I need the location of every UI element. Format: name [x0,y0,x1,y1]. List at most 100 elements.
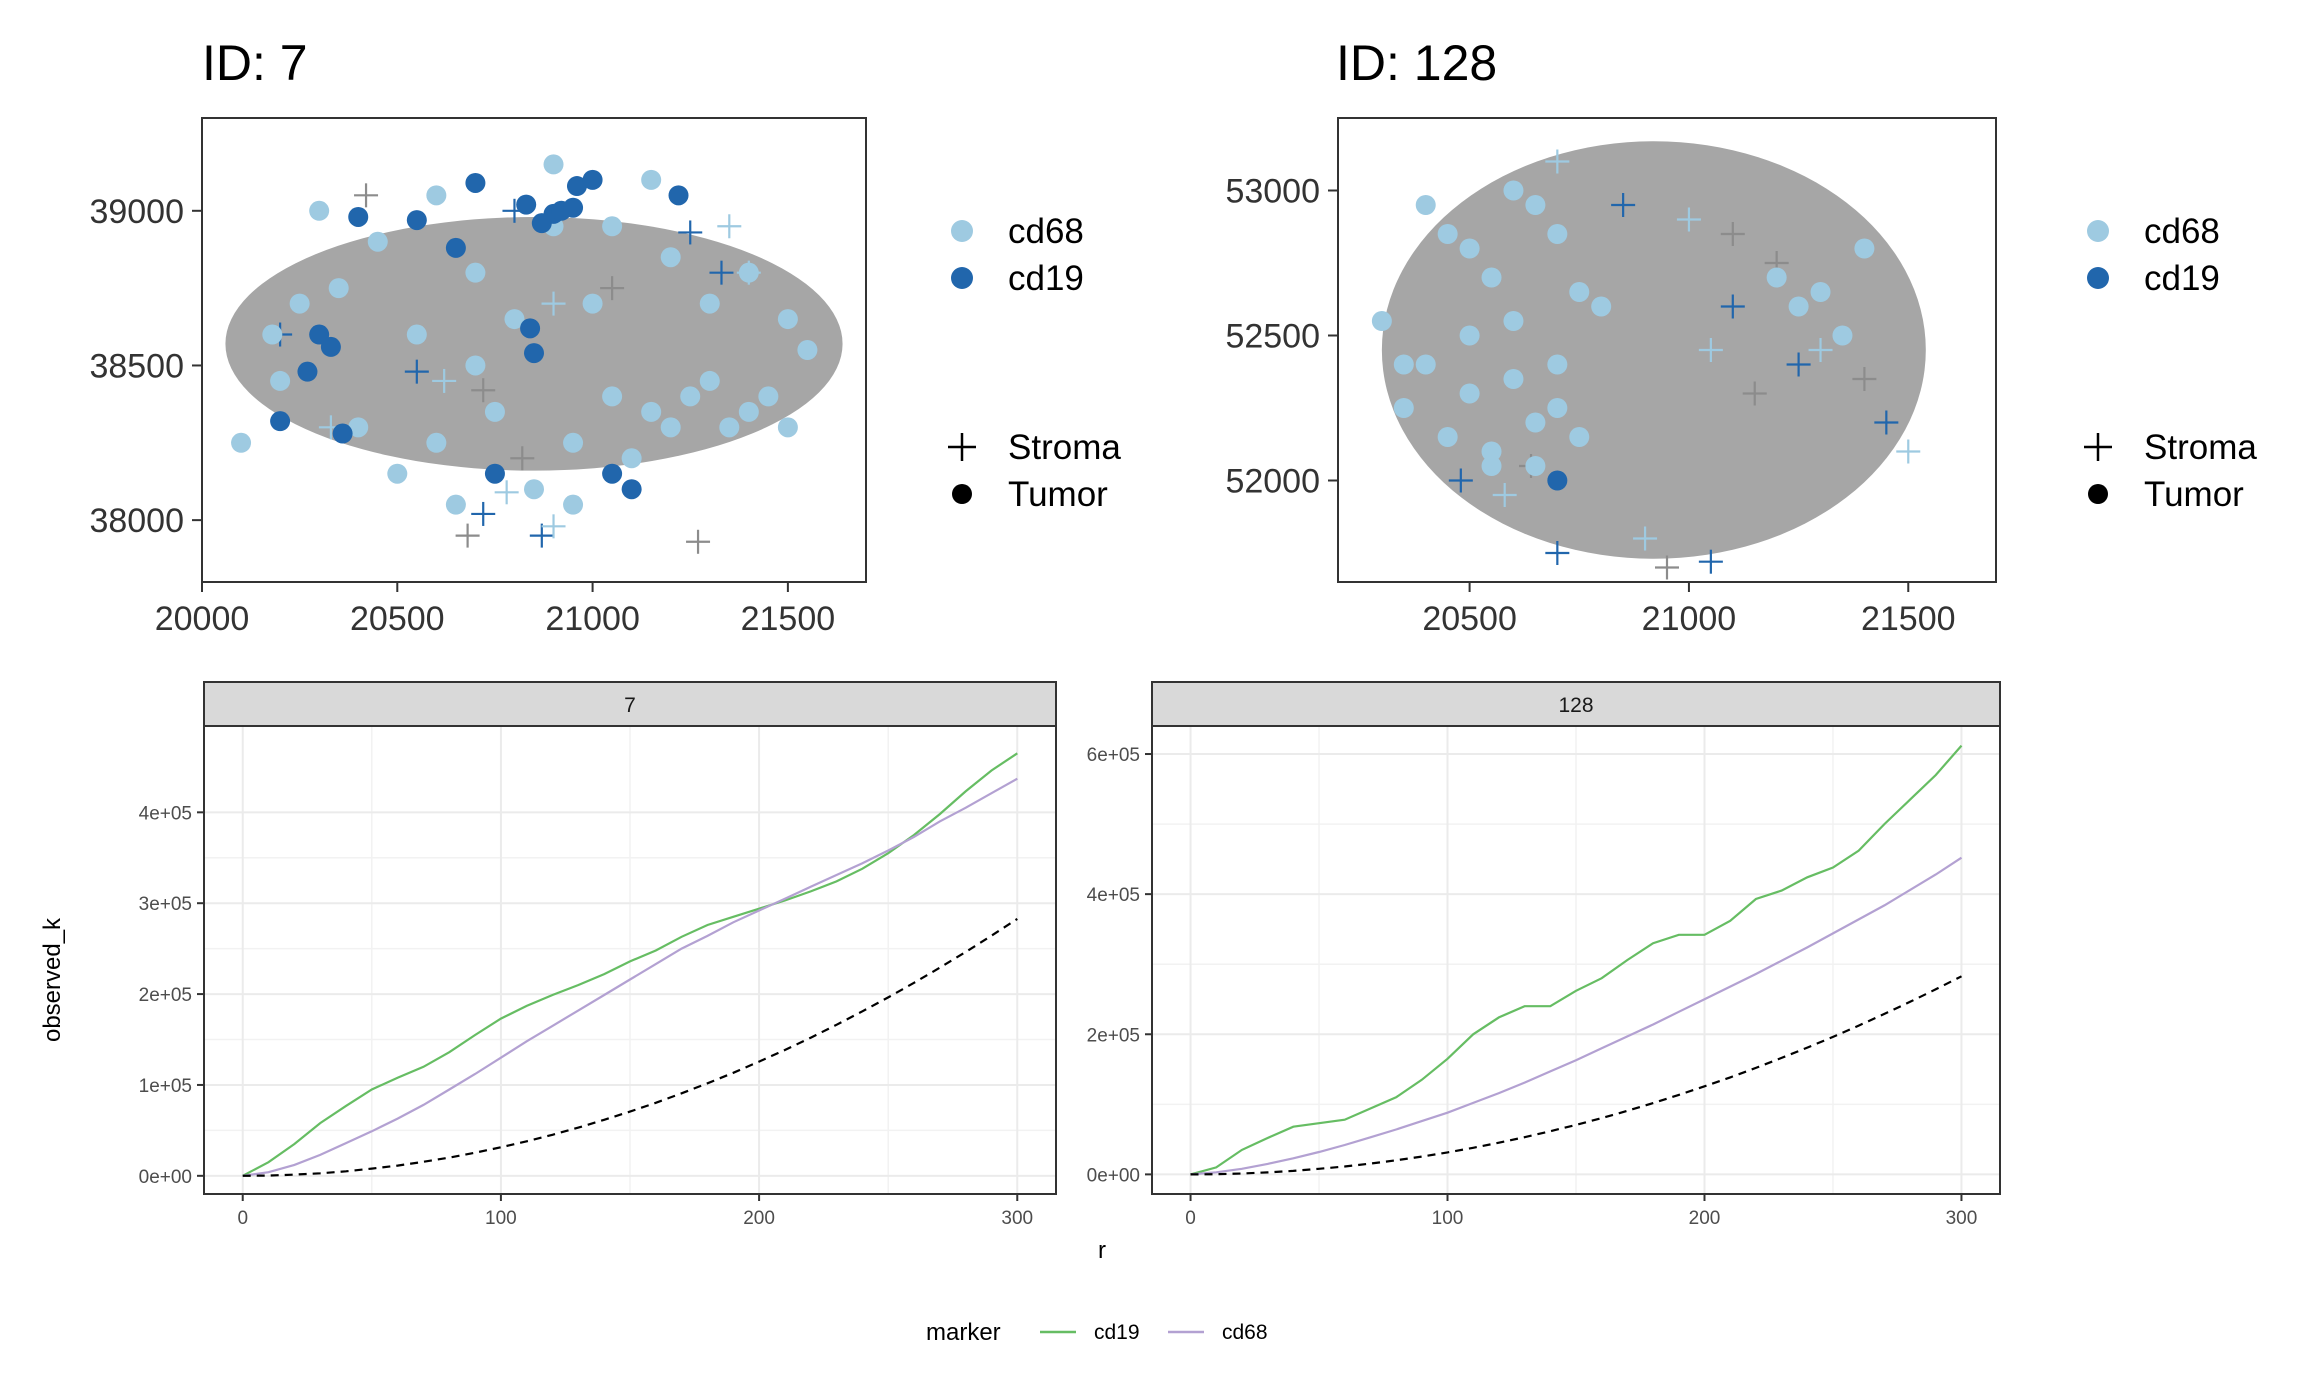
cd19-point [582,169,603,190]
x-tick-label: 21000 [1642,600,1737,638]
cd68-point [1525,195,1546,215]
y-tick-label: 52000 [1225,463,1320,501]
x-tick-label: 0 [1185,1208,1196,1229]
legend-key-tumor [2088,484,2108,504]
stroma-marker [541,514,566,539]
x-tick-label: 0 [237,1208,248,1229]
strip-128 [1151,681,2001,727]
cd68-point [289,293,310,314]
cd68-point [426,432,447,453]
cd19-point [531,213,552,234]
legend-key-stroma [2084,433,2112,461]
cd68-point [309,200,330,221]
x-tick-label: 200 [1689,1208,1721,1229]
stroma-marker [432,368,457,393]
cd68-point [262,324,283,345]
cd68-point [1437,224,1458,244]
cd68-point [1459,325,1480,346]
cd68-point [1547,398,1568,418]
cd68-point [1481,267,1502,288]
x-tick-label: 200 [743,1208,775,1229]
cd19-point [445,237,466,258]
cd68-point [1503,180,1524,201]
cd68-point [1481,456,1502,476]
cd68-point [797,340,818,360]
legend-label-cd19: cd19 [2144,259,2220,298]
y-tick-label: 3e+05 [139,894,192,915]
series-line-cd68 [1190,856,1963,1176]
cd19-point [602,463,623,484]
scatter-128-legend: cd68 cd19 Stroma Tumor [2084,212,2257,514]
scatter-7-panel-border [201,117,867,583]
cd19-point [297,361,318,382]
cd68-point [1525,412,1546,433]
y-tick-label: 38000 [89,502,184,540]
cd19-point [465,172,486,193]
cd19-point [406,210,427,231]
cd19-point [563,197,584,218]
cd68-point [231,432,252,453]
cd19-point [668,185,689,206]
cd19-point [516,194,537,215]
x-tick-label: 100 [485,1208,517,1229]
legend-key-cd19 [951,267,973,289]
cd68-point [660,417,681,438]
scatter-7-legend: cd68 cd19 Stroma Tumor [948,212,1121,514]
y-tick-label: 38500 [89,347,184,385]
y-tick-label: 1e+05 [139,1076,192,1097]
x-tick-label: 300 [1946,1208,1978,1229]
y-tick-label: 6e+05 [1087,745,1140,766]
x-tick-label: 21000 [545,600,640,638]
cd68-point [1503,311,1524,331]
strip-7 [203,681,1057,727]
y-axis-title: observed_k [39,917,66,1042]
cd68-point [484,401,505,422]
cd68-point [367,231,388,252]
tissue-region [1381,141,1926,559]
line-legend-label-cd68: cd68 [1222,1321,1268,1344]
cd68-point [1371,311,1392,331]
scatter-128-panel-border [1337,117,1997,583]
y-tick-label: 53000 [1225,173,1320,211]
scatter-128-title: ID: 128 [1336,35,1497,91]
legend-key-cd68 [951,220,973,242]
line-legend-label-cd19: cd19 [1094,1321,1140,1344]
cd68-point [524,479,544,500]
cd68-point [1569,427,1590,447]
cd68-point [738,401,759,422]
stroma-marker [1852,367,1877,391]
cd68-point [680,386,701,407]
stroma-marker [1545,541,1570,565]
scatter-7-title: ID: 7 [202,35,308,91]
stroma-marker [686,529,711,554]
stroma-marker [471,501,496,526]
stroma-marker [494,480,519,505]
series-line-cd19 [1190,744,1963,1176]
scatter-128-axes: 20500 21000 21500 52000 52500 53000 [1225,173,1955,639]
stroma-marker [1808,338,1833,362]
stroma-marker [1720,294,1745,319]
stroma-marker [1896,439,1921,464]
legend-label-tumor: Tumor [1008,475,1108,514]
cd19-point [524,343,544,364]
cd68-point [328,278,349,299]
stroma-marker [510,446,535,471]
y-tick-label: 2e+05 [1087,1025,1140,1046]
cd68-point [1459,238,1480,259]
stroma-marker [1720,222,1745,246]
cd19-point [270,411,291,432]
scatter-128-points [1371,141,1926,580]
stroma-marker [354,183,379,208]
cd68-point [387,463,408,484]
legend-label-cd68: cd68 [2144,212,2220,251]
cd19-point [320,336,341,357]
cd68-point [543,154,564,175]
x-tick-label: 100 [1432,1208,1464,1229]
cd68-point [719,417,740,438]
line-panel-128: 0 100 200 300 0e+00 2e+05 4e+05 6e+05 [1087,726,2000,1229]
series-line-expected [242,917,1018,1177]
cd68-point [1525,456,1546,476]
x-axis-title: r [1098,1237,1106,1264]
line-panel-7-border [203,725,1057,1195]
